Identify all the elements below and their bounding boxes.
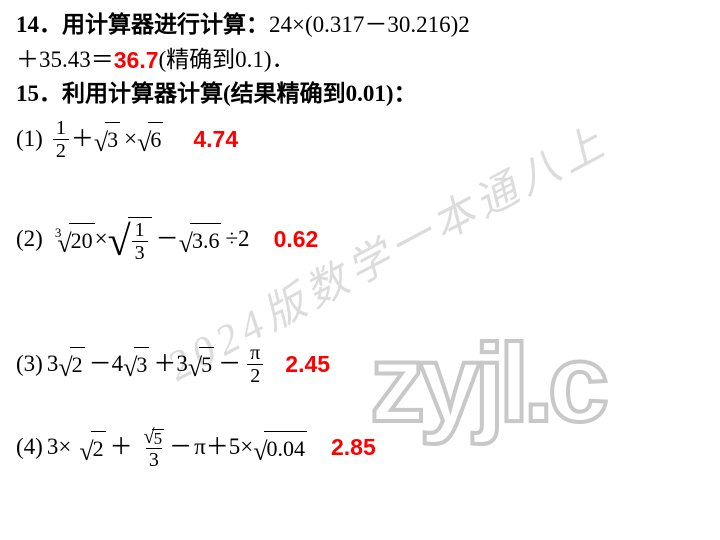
q15-heading: 15． 利用计算器计算(结果精确到0.01)： [16,77,704,112]
p4-times: × [58,430,71,465]
p2-inner-frac: 1 3 [132,220,148,263]
p3-minus: － [89,347,112,382]
frac-den: 2 [53,139,69,161]
q15-label: 15． [16,77,62,112]
radicand: 5 [152,429,165,447]
radicand: 3.6 [190,223,222,257]
p4-times2: × [240,430,253,465]
p4-plus2: ＋ [206,430,229,465]
frac-den: 2 [247,364,263,386]
p4-minus: － [169,430,192,465]
q14-answer: 36.7 [114,43,159,78]
p3-b: 4 [112,347,124,382]
p4-three: 3 [47,430,59,465]
root-index: 3 [55,223,62,243]
problem-2: (2) 3 √ 20 × √ 1 3 － √ 3.6 ÷2 0.62 [16,217,704,263]
p3-sqrt2: √ 2 [58,347,84,381]
frac-num: 1 [132,220,148,241]
p4-pi: π [194,430,206,465]
p4-answer: 2.85 [331,430,376,465]
q14-line2: ＋35.43＝ 36.7 (精确到0.1)． [16,43,704,78]
page-content: 14． 用计算器进行计算： 24×(0.317－30.216)2 ＋35.43＝… [0,0,720,478]
radicand: 0.04 [264,431,307,465]
frac-num: 1 [53,118,69,139]
p3-c: 3 [176,347,188,382]
p1-frac: 1 2 [53,118,69,161]
p2-sqrt36: √ 3.6 [179,223,222,257]
p1-answer: 4.74 [193,122,238,157]
p4-plus: ＋ [110,430,133,465]
frac-den: 3 [132,241,148,263]
q14-label: 14． [16,8,62,43]
p4-sqrt2: √ 2 [79,431,105,465]
p3-sqrt3: √ 3 [123,347,149,381]
p1-label: (1) [16,122,43,157]
p4-frac: √ 5 3 [141,426,167,470]
radicand: 1 3 [128,217,152,263]
p2-answer: 0.62 [274,222,319,257]
frac-num: √ 5 [141,426,167,448]
p1-sqrt3: √ 3 [94,122,120,156]
p4-sqrt004: √ 0.04 [253,431,307,465]
radicand: 3 [105,122,120,156]
frac-den: 3 [146,448,162,470]
radicand: 6 [148,122,163,156]
p2-sqrt-frac: √ 1 3 [108,217,152,263]
p2-minus: － [156,222,179,257]
p4-sqrt5-num: √ 5 [144,427,164,447]
p3-plus: ＋ [153,347,176,382]
radicand: 3 [134,347,149,381]
p3-answer: 2.45 [285,347,330,382]
radicand: 2 [70,347,85,381]
p3-a: 3 [47,347,59,382]
problem-4: (4) 3 × √ 2 ＋ √ 5 3 － π ＋ 5 × √ 0.04 [16,426,704,470]
q14-expr: 24×(0.317－30.216)2 [269,8,470,43]
p2-div2: ÷2 [225,222,249,257]
p1-plus: ＋ [71,122,94,157]
p2-cbrt: 3 √ 20 [51,223,95,257]
radicand: 2 [91,431,106,465]
problem-1: (1) 1 2 ＋ √ 3 × √ 6 4.74 [16,118,704,161]
q14-prompt: 用计算器进行计算： [62,8,269,43]
q14-cont: ＋35.43＝ [16,43,114,78]
frac-num: π [247,343,263,364]
p3-minus2: － [218,347,241,382]
q14-suffix: (精确到0.1)． [159,43,295,78]
p4-five: 5 [229,430,241,465]
problem-3: (3) 3 √ 2 － 4 √ 3 ＋ 3 √ 5 － π 2 2.45 [16,343,704,386]
q14-line1: 14． 用计算器进行计算： 24×(0.317－30.216)2 [16,8,704,43]
p4-label: (4) [16,430,43,465]
p3-sqrt5: √ 5 [188,347,214,381]
q15-text: 利用计算器计算(结果精确到0.01)： [62,77,417,112]
p1-times: × [124,122,137,157]
p2-times: × [95,222,108,257]
radicand: 20 [69,223,95,257]
p3-frac: π 2 [247,343,263,386]
p2-label: (2) [16,222,43,257]
p1-sqrt6: √ 6 [137,122,163,156]
radicand: 5 [199,347,214,381]
p3-label: (3) [16,347,43,382]
